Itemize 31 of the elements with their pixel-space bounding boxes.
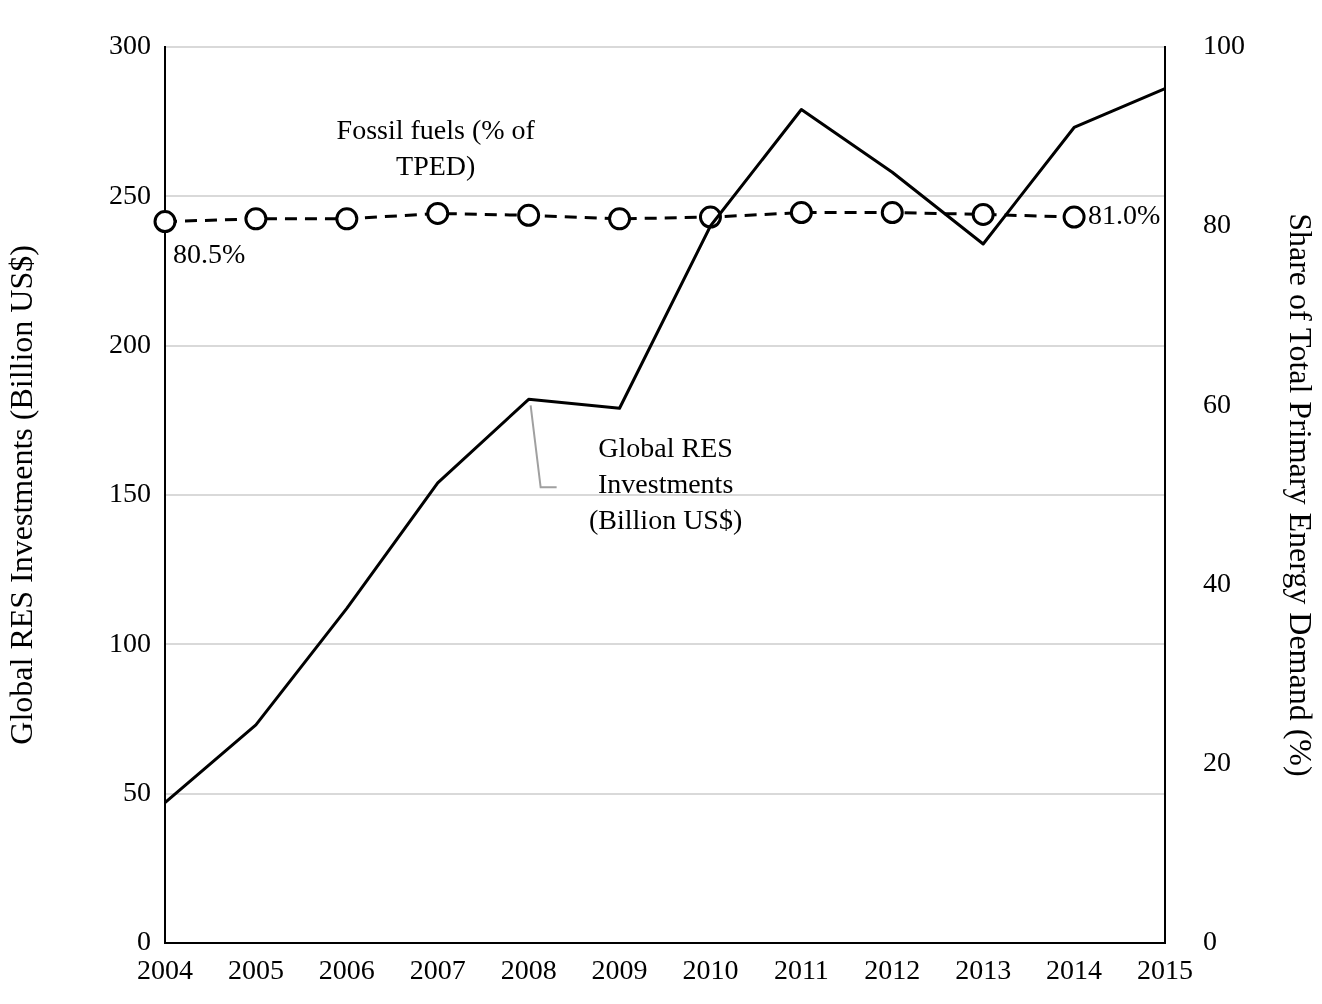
y2-tick-label: 20 [1203, 746, 1231, 778]
series-label: Fossil fuels (% of TPED) [336, 113, 536, 181]
series-label: Global RES Investments (Billion US$) [589, 431, 743, 535]
x-tick-label: 2010 [682, 954, 739, 986]
y-tick-label: 200 [109, 327, 151, 359]
x-tick-label: 2014 [1046, 954, 1103, 986]
data-label: 81.0% [1088, 199, 1161, 231]
x-tick-label: 2015 [1137, 954, 1193, 986]
y2-axis-title: Share of Total Primary Energy Demand (%) [1283, 213, 1320, 777]
x-tick-label: 2011 [773, 954, 829, 986]
x-tick-label: 2004 [137, 954, 193, 986]
x-tick-label: 2005 [227, 954, 284, 986]
x-tick-label: 2009 [591, 954, 648, 986]
y-tick-label: 250 [109, 178, 151, 210]
y-tick-label: 300 [109, 29, 151, 61]
data-label: 80.5% [173, 237, 246, 269]
x-tick-label: 2012 [864, 954, 921, 986]
x-tick-label: 2008 [500, 954, 557, 986]
y-tick-label: 0 [137, 925, 151, 957]
x-tick-label: 2013 [955, 954, 1012, 986]
y2-tick-label: 0 [1203, 925, 1217, 957]
y-axis-title: Global RES Investments (Billion US$) [2, 245, 39, 745]
y2-tick-label: 40 [1203, 566, 1231, 598]
y-tick-label: 50 [123, 775, 151, 807]
y2-tick-label: 100 [1203, 29, 1245, 61]
x-tick-label: 2007 [409, 954, 466, 986]
y-tick-label: 100 [109, 626, 151, 658]
y2-tick-label: 80 [1203, 208, 1231, 240]
x-tick-label: 2006 [318, 954, 375, 986]
y-tick-label: 150 [109, 477, 151, 509]
y2-tick-label: 60 [1203, 387, 1231, 419]
